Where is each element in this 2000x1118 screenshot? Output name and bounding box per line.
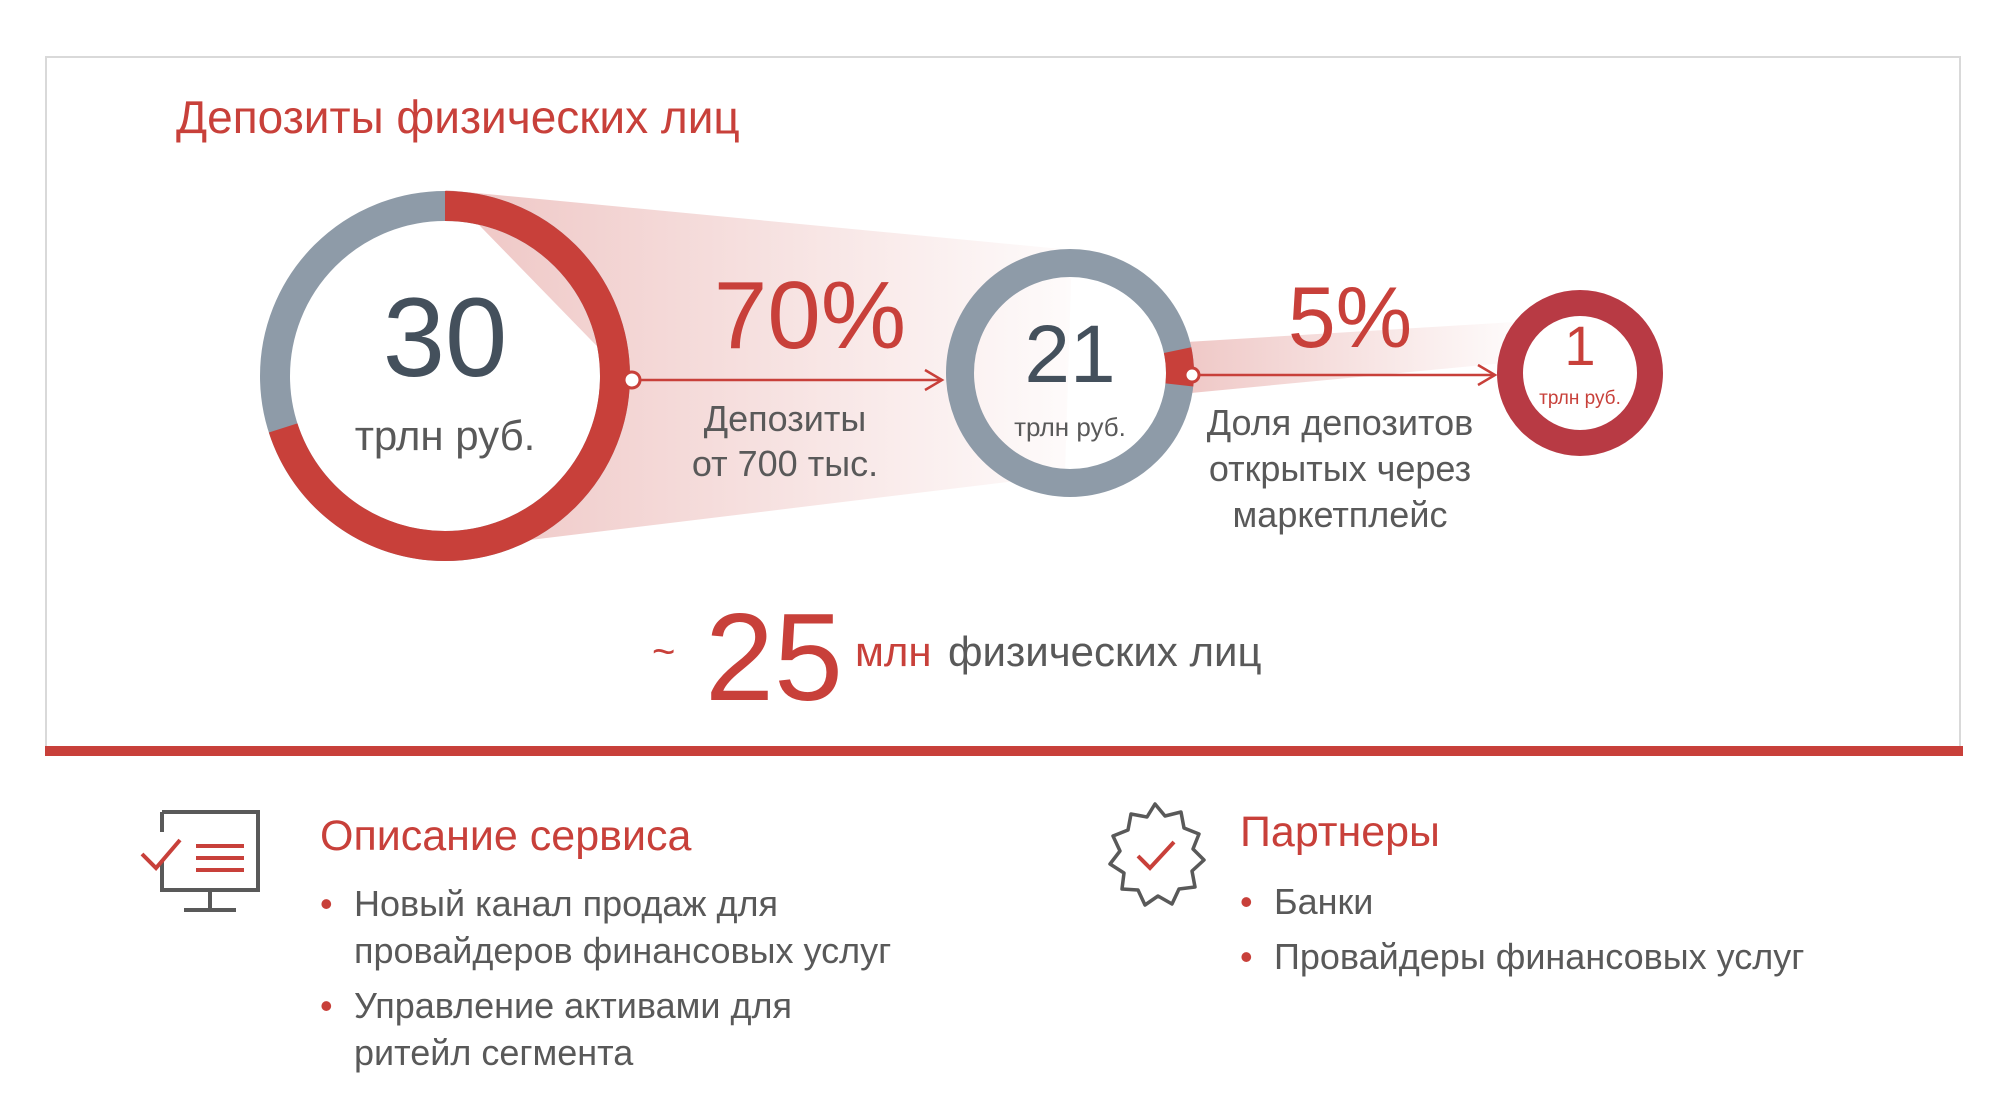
arrow-head-2 bbox=[1477, 363, 1498, 387]
step2-line3: маркетплейс bbox=[1232, 494, 1448, 535]
step2-line2: открытых через bbox=[1208, 448, 1472, 489]
step2-percent: 5% bbox=[1287, 270, 1413, 366]
partners-title: Партнеры bbox=[1240, 808, 1440, 856]
arrow-dot-2 bbox=[1183, 366, 1201, 384]
step1-percent: 70% bbox=[713, 262, 907, 369]
big-ring-unit: трлн руб. bbox=[354, 412, 536, 459]
divider bbox=[45, 746, 1963, 756]
partners-list: Банки Провайдеры финансовых услуг bbox=[1240, 878, 1804, 988]
clients-unit: млн bbox=[855, 628, 932, 675]
funnel-beam-2 bbox=[1170, 322, 1515, 395]
clients-label: физических лиц bbox=[948, 628, 1262, 675]
mid-ring-unit: трлн руб. bbox=[1014, 412, 1126, 442]
funnel-graphic bbox=[260, 190, 1663, 561]
arrow-head-1 bbox=[924, 368, 945, 392]
arrow-dot-1 bbox=[622, 370, 642, 390]
page-title: Депозиты физических лиц bbox=[176, 91, 740, 143]
list-item: Банки bbox=[1240, 878, 1804, 925]
service-title: Описание сервиса bbox=[320, 812, 692, 860]
mid-ring-value: 21 bbox=[1024, 309, 1116, 400]
step2-line1: Доля депозитов bbox=[1206, 402, 1474, 443]
small-ring-value: 1 bbox=[1564, 314, 1596, 377]
badge-check-icon bbox=[1108, 802, 1206, 907]
step1-line1: Депозиты bbox=[703, 398, 867, 439]
monitor-checklist-icon bbox=[140, 810, 260, 912]
clients-tilde: ~ bbox=[652, 630, 676, 674]
clients-value: 25 bbox=[705, 589, 843, 727]
big-ring-share bbox=[260, 191, 630, 561]
small-ring bbox=[1497, 290, 1663, 456]
list-item: Провайдеры финансовых услуг bbox=[1240, 933, 1804, 980]
small-ring-unit: трлн руб. bbox=[1539, 388, 1621, 409]
deposits-panel bbox=[45, 56, 1961, 746]
step1-line2: от 700 тыс. bbox=[691, 443, 879, 484]
big-ring-value: 30 bbox=[382, 275, 508, 400]
